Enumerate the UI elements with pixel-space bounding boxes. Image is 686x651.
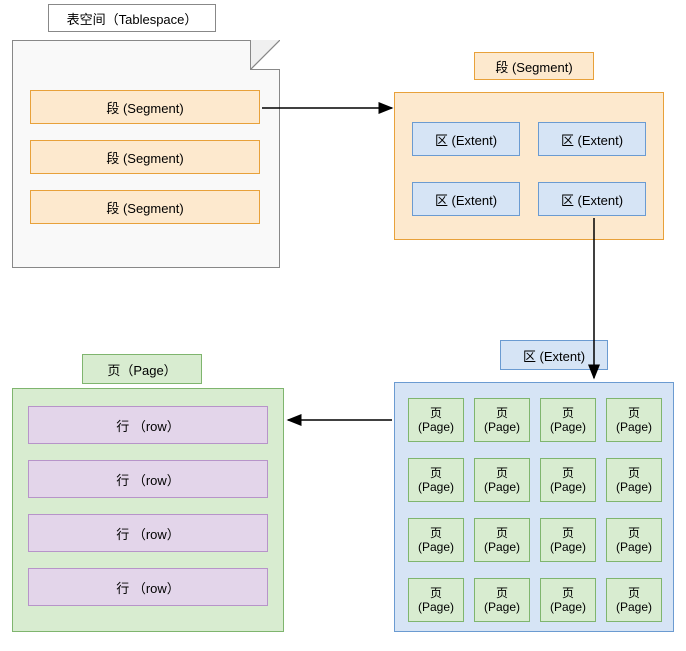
segment-extent-2: 区 (Extent)	[412, 182, 520, 216]
tablespace-label: 表空间（Tablespace）	[48, 4, 216, 32]
page-row-2: 行 （row）	[28, 514, 268, 552]
page-label: 页（Page）	[82, 354, 202, 384]
extent-page-1-1: 页 (Page)	[474, 458, 530, 502]
extent-page-0-0: 页 (Page)	[408, 398, 464, 442]
extent-page-3-3: 页 (Page)	[606, 578, 662, 622]
segment-extent-0: 区 (Extent)	[412, 122, 520, 156]
tablespace-segment-0: 段 (Segment)	[30, 90, 260, 124]
extent-page-3-2: 页 (Page)	[540, 578, 596, 622]
extent-page-1-0: 页 (Page)	[408, 458, 464, 502]
tablespace-segment-2: 段 (Segment)	[30, 190, 260, 224]
page-row-0: 行 （row）	[28, 406, 268, 444]
tablespace-segment-1: 段 (Segment)	[30, 140, 260, 174]
extent-page-2-2: 页 (Page)	[540, 518, 596, 562]
page-row-3: 行 （row）	[28, 568, 268, 606]
extent-page-1-3: 页 (Page)	[606, 458, 662, 502]
segment-extent-1: 区 (Extent)	[538, 122, 646, 156]
extent-label: 区 (Extent)	[500, 340, 608, 370]
page-row-1: 行 （row）	[28, 460, 268, 498]
extent-page-2-3: 页 (Page)	[606, 518, 662, 562]
segment-container	[394, 92, 664, 240]
segment-extent-3: 区 (Extent)	[538, 182, 646, 216]
extent-page-2-1: 页 (Page)	[474, 518, 530, 562]
extent-page-3-0: 页 (Page)	[408, 578, 464, 622]
extent-page-0-1: 页 (Page)	[474, 398, 530, 442]
extent-page-0-2: 页 (Page)	[540, 398, 596, 442]
extent-page-1-2: 页 (Page)	[540, 458, 596, 502]
extent-page-2-0: 页 (Page)	[408, 518, 464, 562]
extent-page-0-3: 页 (Page)	[606, 398, 662, 442]
segment-label: 段 (Segment)	[474, 52, 594, 80]
extent-page-3-1: 页 (Page)	[474, 578, 530, 622]
